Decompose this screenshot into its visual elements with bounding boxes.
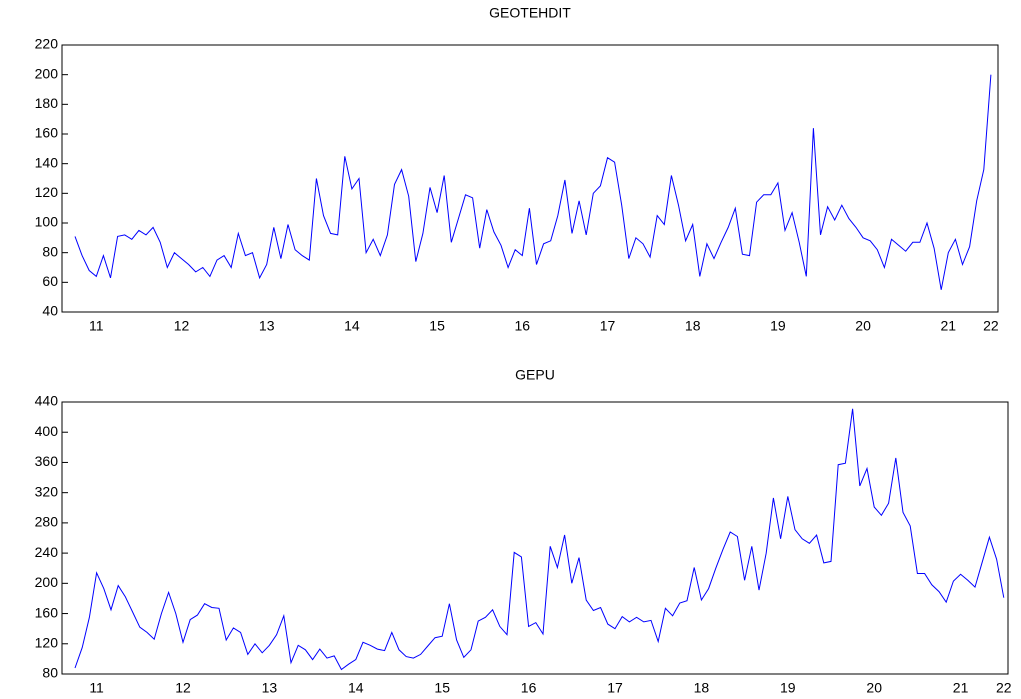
x-tick-label: 16 [521, 680, 537, 696]
x-tick-label: 21 [953, 680, 969, 696]
x-tick-label: 14 [348, 680, 364, 696]
x-tick-label: 11 [89, 680, 104, 696]
y-tick-label: 140 [35, 154, 59, 170]
x-tick-label: 13 [259, 318, 275, 334]
x-tick-label: 21 [941, 318, 957, 334]
y-tick-label: 200 [35, 65, 59, 81]
plot-frame [61, 401, 1009, 675]
x-tick-label: 22 [996, 680, 1012, 696]
y-tick-label: 180 [35, 95, 59, 111]
plot-frame [61, 44, 999, 313]
x-tick-label: 19 [770, 318, 786, 334]
x-tick-label: 20 [855, 318, 871, 334]
chart-title: GEPU [515, 367, 555, 383]
x-tick-label: 16 [515, 318, 531, 334]
y-tick-label: 320 [35, 483, 59, 499]
y-tick-label: 160 [35, 604, 59, 620]
y-tick-label: 120 [35, 634, 59, 650]
y-tick-label: 280 [35, 514, 59, 530]
data-line [74, 74, 992, 290]
chart-title: GEOTEHDIT [489, 5, 571, 21]
y-tick-label: 220 [35, 36, 59, 52]
x-tick-label: 13 [262, 680, 278, 696]
x-tick-label: 15 [434, 680, 450, 696]
data-line [74, 408, 1005, 671]
y-tick-label: 400 [35, 423, 59, 439]
y-tick-label: 80 [42, 243, 58, 259]
x-tick-label: 18 [685, 318, 701, 334]
y-tick-label: 100 [35, 214, 59, 230]
x-tick-label: 12 [174, 318, 190, 334]
x-tick-label: 17 [607, 680, 623, 696]
y-tick-label: 160 [35, 125, 59, 141]
x-tick-label: 17 [600, 318, 616, 334]
x-tick-label: 14 [344, 318, 360, 334]
y-tick-label: 120 [35, 184, 59, 200]
y-tick-label: 80 [42, 665, 58, 681]
y-tick-label: 200 [35, 574, 59, 590]
x-tick-label: 11 [89, 318, 104, 334]
y-tick-label: 40 [42, 303, 58, 319]
y-tick-label: 60 [42, 273, 58, 289]
y-tick-label: 360 [35, 453, 59, 469]
x-tick-label: 19 [780, 680, 796, 696]
x-tick-label: 22 [983, 318, 999, 334]
x-tick-label: 20 [866, 680, 882, 696]
y-tick-label: 440 [35, 393, 59, 409]
x-tick-label: 12 [175, 680, 191, 696]
y-tick-label: 240 [35, 544, 59, 560]
x-tick-label: 18 [694, 680, 710, 696]
x-tick-label: 15 [429, 318, 445, 334]
